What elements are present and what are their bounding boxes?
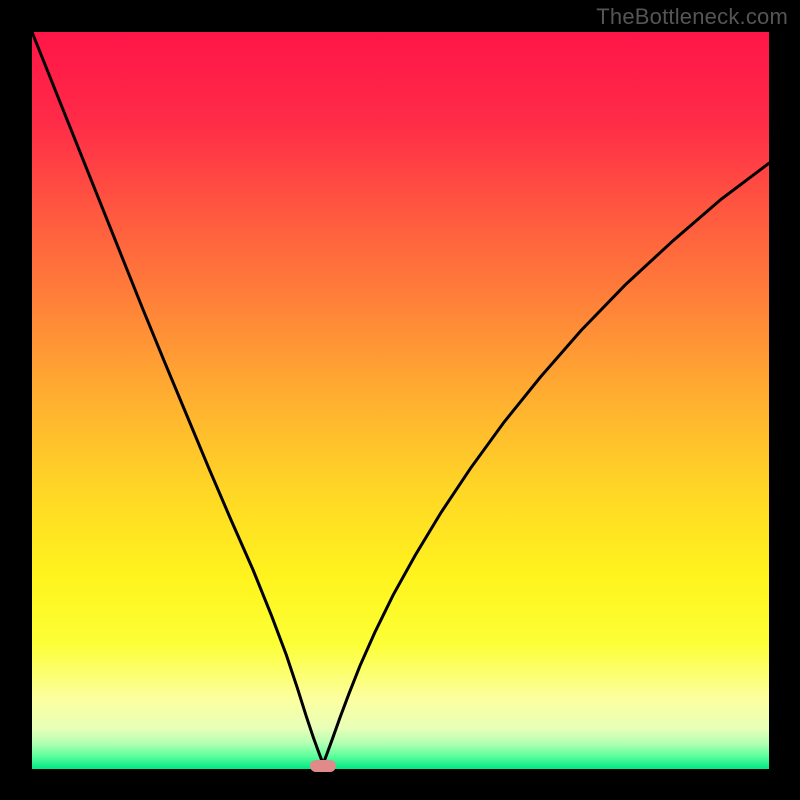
watermark-text: TheBottleneck.com — [596, 4, 788, 30]
chart-container: TheBottleneck.com — [0, 0, 800, 800]
minimum-marker — [310, 760, 336, 772]
curve-left-branch — [32, 32, 323, 764]
plot-area — [32, 32, 769, 769]
curve-right-branch — [323, 163, 769, 764]
bottleneck-curve — [32, 32, 769, 769]
